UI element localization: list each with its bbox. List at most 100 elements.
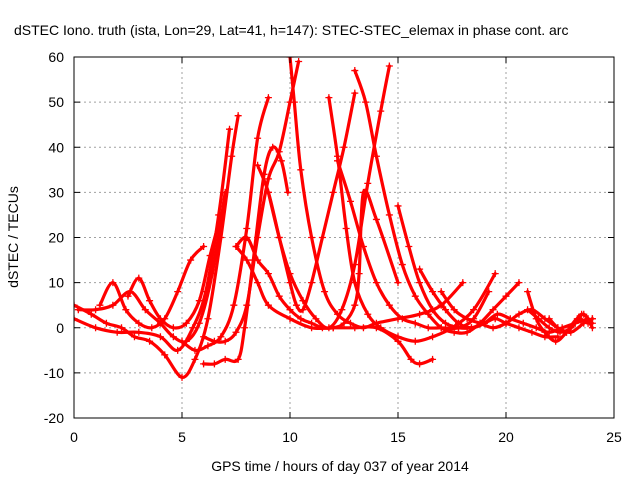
data-point-marker <box>429 333 437 341</box>
data-point-marker <box>169 324 177 332</box>
grid-layer <box>74 57 614 418</box>
data-point-marker <box>398 315 406 323</box>
data-point-marker <box>221 355 229 363</box>
data-point-marker <box>502 319 510 327</box>
data-point-marker <box>489 324 497 332</box>
data-point-marker <box>346 197 354 205</box>
data-point-marker <box>200 333 208 341</box>
data-point-marker <box>470 306 478 314</box>
data-point-marker <box>284 188 292 196</box>
data-point-marker <box>109 301 117 309</box>
data-point-marker <box>204 342 212 350</box>
data-point-marker <box>102 319 110 327</box>
data-point-marker <box>554 324 562 332</box>
ticks-layer: 0 5 10 15 20 25 -20 -10 0 10 20 30 40 50 60 <box>44 49 622 445</box>
data-point-marker <box>113 328 121 336</box>
data-point-marker <box>424 310 432 318</box>
data-point-marker <box>385 211 393 219</box>
data-point-marker <box>146 297 154 305</box>
data-point-marker <box>210 337 218 345</box>
data-point-marker <box>405 243 413 251</box>
data-point-marker <box>545 324 553 332</box>
data-point-marker <box>515 324 523 332</box>
series-arc-12 <box>264 62 393 332</box>
data-point-marker <box>532 324 540 332</box>
data-point-marker <box>340 143 348 151</box>
data-point-marker <box>437 288 445 296</box>
data-point-marker <box>318 234 326 241</box>
data-point-marker <box>407 355 415 363</box>
data-point-marker <box>334 157 342 165</box>
data-point-marker <box>524 288 532 296</box>
data-point-marker <box>269 143 277 151</box>
series-arc-1 <box>74 112 242 381</box>
data-point-marker <box>454 319 462 327</box>
data-point-marker <box>588 324 596 332</box>
data-point-marker <box>141 306 149 314</box>
data-point-marker <box>429 288 437 296</box>
data-point-marker <box>234 112 242 120</box>
data-point-marker <box>541 328 549 336</box>
data-point-marker <box>372 152 380 160</box>
data-point-marker <box>297 166 305 174</box>
data-point-marker <box>552 337 560 345</box>
data-point-marker <box>226 125 234 133</box>
data-point-marker <box>416 265 424 273</box>
data-point-marker <box>243 224 251 232</box>
data-point-marker <box>394 333 402 341</box>
x-tick-label: 10 <box>282 429 298 445</box>
data-point-marker <box>217 333 225 341</box>
data-point-marker <box>275 234 283 241</box>
series-arc-8 <box>200 143 292 368</box>
data-point-marker <box>429 306 437 314</box>
data-point-marker <box>545 315 553 323</box>
y-tick-label: 10 <box>48 275 64 291</box>
y-tick-label: 40 <box>48 139 64 155</box>
data-point-marker <box>275 292 283 300</box>
data-point-marker <box>191 346 199 354</box>
data-point-marker <box>217 211 225 219</box>
data-point-marker <box>191 355 199 363</box>
series-layer <box>74 57 596 381</box>
data-point-marker <box>515 310 523 318</box>
data-point-marker <box>534 315 542 323</box>
data-point-marker <box>321 288 329 296</box>
data-point-marker <box>377 324 385 332</box>
data-point-marker <box>476 319 484 327</box>
x-tick-label: 20 <box>498 429 514 445</box>
data-point-marker <box>277 157 285 165</box>
data-point-marker <box>295 58 303 66</box>
data-point-marker <box>74 306 82 314</box>
data-point-marker <box>571 319 579 327</box>
series-arc-3 <box>74 188 229 345</box>
data-point-marker <box>286 306 294 314</box>
data-point-marker <box>308 279 316 287</box>
data-point-marker <box>493 310 501 318</box>
data-point-marker <box>297 315 305 323</box>
chart-title: dSTEC Iono. truth (ista, Lon=29, Lat=41,… <box>14 22 568 38</box>
data-point-marker <box>232 328 240 336</box>
data-point-marker <box>124 292 132 300</box>
data-point-marker <box>485 288 493 296</box>
data-point-marker <box>308 324 316 332</box>
data-point-marker <box>489 306 497 314</box>
data-point-marker <box>580 310 588 318</box>
series-arc-10 <box>232 243 437 368</box>
x-axis-label: GPS time / hours of day 037 of year 2014 <box>211 458 469 474</box>
data-point-marker <box>424 324 432 332</box>
data-point-marker <box>254 134 262 142</box>
data-point-marker <box>346 319 354 327</box>
data-point-marker <box>189 324 197 332</box>
series-arc-5 <box>124 211 225 332</box>
data-point-marker <box>351 279 359 287</box>
data-point-marker <box>491 270 499 278</box>
data-point-marker <box>342 224 350 232</box>
series-line <box>202 145 290 366</box>
data-point-marker <box>459 279 467 287</box>
data-point-marker <box>562 328 570 336</box>
data-point-marker <box>148 324 156 332</box>
data-point-marker <box>308 234 316 241</box>
data-point-marker <box>234 355 242 363</box>
data-point-marker <box>169 333 177 341</box>
y-tick-label: 0 <box>56 320 64 336</box>
